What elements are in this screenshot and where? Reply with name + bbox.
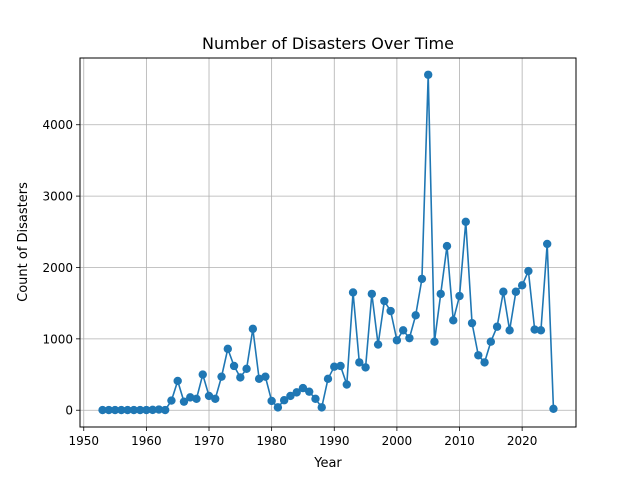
data-point bbox=[336, 361, 345, 371]
data-point bbox=[424, 70, 433, 79]
x-tick-label: 1950 bbox=[68, 434, 99, 448]
data-point bbox=[217, 372, 226, 381]
data-point bbox=[192, 394, 201, 404]
data-point bbox=[436, 289, 445, 299]
x-tick-label: 1960 bbox=[131, 434, 162, 448]
x-tick-label: 2000 bbox=[382, 434, 413, 448]
x-axis-ticks: 1950 1960 1970 1980 1990 2000 2010 2020 bbox=[68, 427, 537, 448]
data-point bbox=[411, 311, 420, 320]
x-tick-label: 1980 bbox=[256, 434, 287, 448]
data-point bbox=[261, 372, 270, 381]
data-point bbox=[298, 383, 308, 393]
x-tick-label: 1970 bbox=[194, 434, 225, 448]
data-point bbox=[267, 396, 276, 406]
data-point bbox=[104, 405, 114, 415]
data-point bbox=[279, 396, 289, 405]
data-point bbox=[123, 405, 132, 415]
series-markers bbox=[98, 70, 558, 415]
data-point bbox=[223, 344, 232, 354]
data-point bbox=[110, 405, 120, 415]
data-point bbox=[348, 288, 358, 297]
data-point bbox=[386, 306, 395, 316]
data-point bbox=[330, 362, 339, 371]
data-point bbox=[486, 337, 496, 346]
data-point bbox=[311, 394, 320, 404]
data-point bbox=[499, 287, 508, 296]
data-point bbox=[417, 274, 427, 284]
data-point bbox=[430, 337, 439, 346]
data-point bbox=[398, 326, 408, 335]
data-point bbox=[305, 387, 314, 396]
data-point bbox=[129, 405, 139, 415]
data-point bbox=[467, 318, 477, 328]
data-point bbox=[355, 358, 364, 367]
data-point bbox=[361, 363, 370, 372]
y-axis-ticks: 0 1000 2000 3000 4000 bbox=[42, 118, 80, 418]
data-point bbox=[492, 322, 502, 331]
data-point bbox=[286, 391, 295, 401]
data-point bbox=[148, 405, 157, 415]
data-point bbox=[179, 397, 189, 406]
data-point bbox=[461, 217, 470, 227]
y-tick-label: 1000 bbox=[42, 332, 73, 346]
data-point bbox=[173, 376, 182, 386]
data-point bbox=[198, 370, 207, 379]
y-tick-label: 4000 bbox=[42, 118, 73, 132]
data-point bbox=[511, 287, 521, 296]
data-point bbox=[117, 405, 126, 415]
data-point bbox=[167, 396, 176, 405]
data-point bbox=[160, 405, 170, 415]
chart-title: Number of Disasters Over Time bbox=[202, 34, 454, 53]
data-point bbox=[442, 241, 452, 251]
data-point bbox=[392, 336, 402, 345]
data-point bbox=[480, 358, 489, 367]
data-point bbox=[367, 289, 377, 299]
data-point bbox=[204, 391, 214, 401]
data-point bbox=[549, 404, 558, 413]
data-point bbox=[323, 374, 333, 384]
data-point bbox=[517, 281, 527, 290]
data-point bbox=[135, 405, 145, 415]
data-point bbox=[142, 405, 151, 415]
data-point bbox=[524, 266, 533, 276]
data-point bbox=[474, 351, 483, 360]
data-point bbox=[536, 326, 546, 335]
x-tick-label: 2020 bbox=[507, 434, 538, 448]
data-point bbox=[455, 291, 464, 301]
data-point bbox=[530, 325, 539, 334]
data-point bbox=[292, 388, 301, 397]
y-axis-label: Count of Disasters bbox=[16, 182, 31, 302]
data-point bbox=[186, 393, 195, 402]
x-axis-label: Year bbox=[313, 456, 342, 471]
data-point bbox=[211, 394, 220, 404]
data-point bbox=[273, 403, 283, 412]
y-tick-label: 2000 bbox=[42, 261, 73, 275]
x-tick-label: 1990 bbox=[319, 434, 350, 448]
data-point bbox=[373, 340, 383, 349]
data-point bbox=[380, 296, 389, 306]
y-tick-label: 0 bbox=[65, 404, 73, 418]
x-tick-label: 2010 bbox=[444, 434, 475, 448]
data-point bbox=[242, 364, 251, 374]
data-point bbox=[342, 380, 351, 389]
y-tick-label: 3000 bbox=[42, 190, 73, 204]
data-point bbox=[236, 373, 245, 382]
data-point bbox=[405, 333, 414, 343]
data-point bbox=[505, 326, 514, 335]
data-point bbox=[542, 239, 552, 249]
data-point bbox=[449, 316, 458, 325]
data-point bbox=[317, 403, 326, 412]
data-point bbox=[154, 405, 164, 414]
data-point bbox=[229, 361, 239, 371]
data-point bbox=[98, 405, 107, 415]
plot-area-frame bbox=[79, 57, 577, 428]
data-point bbox=[248, 324, 258, 334]
